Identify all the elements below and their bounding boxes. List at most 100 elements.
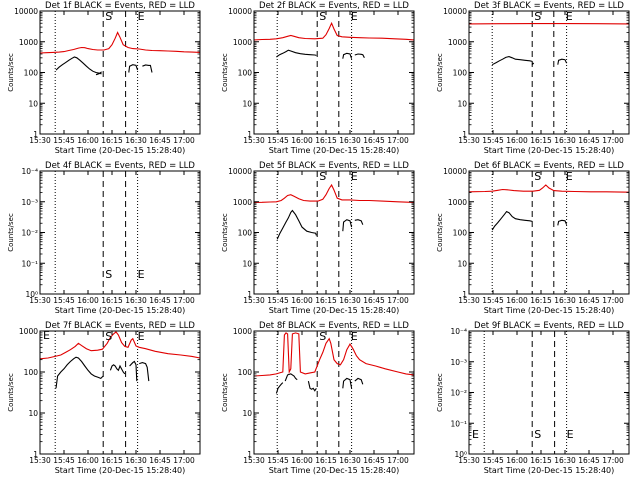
end-marker: E [138,330,145,343]
y-tick-label: 100 [453,69,468,78]
x-tick-label: 16:15 [530,136,552,145]
plot-frame [469,331,629,454]
start-marker: S [319,330,326,343]
x-tick-label: 15:30 [29,136,51,145]
x-tick-label: 16:15 [530,456,552,465]
plot-frame [469,171,629,294]
x-tick-label: 15:45 [482,136,504,145]
panel-title: Det 3f BLACK = Events, RED = LLD [474,1,624,11]
x-tick-label: 15:30 [458,296,480,305]
lld-series-line [254,333,414,376]
panel-title: Det 5f BLACK = Events, RED = LLD [259,161,409,171]
events-series-line [355,220,363,225]
y-tick-label: 10⁻¹ [450,419,467,428]
x-axis-label: Start Time (20-Dec-15 15:28:40) [269,146,400,155]
events-series-line [355,54,365,58]
events-series-line [56,57,102,74]
lld-series-line [469,185,629,192]
x-tick-label: 16:15 [101,136,123,145]
y-tick-label: 10 [242,409,252,418]
lld-series-line [254,23,414,40]
x-tick-label: 15:45 [53,456,75,465]
y-tick-label: 1000 [233,198,252,207]
events-series-line [343,220,352,232]
end-marker: E [566,10,573,23]
end-marker: E [351,170,358,183]
y-tick-label: 10⁻⁴ [450,327,467,336]
x-tick-label: 16:45 [578,296,600,305]
panel-title: Det 4f BLACK = Events, RED = LLD [45,161,195,171]
x-tick-label: 16:45 [578,456,600,465]
panel-4: Det 4f BLACK = Events, RED = LLDCounts/s… [7,161,200,315]
x-tick-label: 16:00 [291,456,313,465]
start-marker: S [105,10,112,23]
y-tick-label: 10000 [228,167,252,176]
y-axis-label: Counts/sec [7,53,15,92]
x-tick-label: 16:00 [291,296,313,305]
y-tick-label: 1000 [19,327,38,336]
x-axis-label: Start Time (20-Dec-15 15:28:40) [55,306,186,315]
y-tick-label: 100 [238,368,253,377]
x-axis-label: Start Time (20-Dec-15 15:28:40) [55,146,186,155]
events-series-line [110,365,124,374]
x-tick-label: 16:00 [77,456,99,465]
x-tick-label: 16:45 [363,456,385,465]
y-tick-label: 10⁻⁴ [21,167,38,176]
start-marker: S [534,10,541,23]
x-tick-label: 17:00 [387,296,409,305]
y-tick-label: 10⁻¹ [21,259,38,268]
x-tick-label: 16:15 [101,296,123,305]
panel-9: Det 9f BLACK = Events, RED = LLDCounts/s… [436,321,629,475]
x-tick-label: 16:00 [506,136,528,145]
y-tick-label: 10 [457,99,467,108]
x-tick-label: 16:15 [101,456,123,465]
panel-3: Det 3f BLACK = Events, RED = LLDCounts/s… [436,1,629,155]
x-tick-label: 16:15 [315,296,337,305]
events-series-line [558,59,567,64]
start-marker: S [319,170,326,183]
x-tick-label: 15:30 [243,136,265,145]
start-marker: S [534,170,541,183]
x-axis-label: Start Time (20-Dec-15 15:28:40) [269,466,400,475]
panel-8: Det 8f BLACK = Events, RED = LLDCounts/s… [221,321,414,475]
plot-frame [40,171,200,294]
x-tick-label: 15:45 [267,136,289,145]
x-tick-label: 17:00 [602,136,624,145]
x-tick-label: 16:30 [554,136,576,145]
events-series-line [139,363,149,382]
y-tick-label: 10⁻² [21,229,38,238]
plot-frame [254,331,414,454]
events-series-line [343,53,352,58]
x-tick-label: 16:30 [339,456,361,465]
y-tick-label: 100 [238,69,253,78]
end-marker: E [138,268,145,281]
y-tick-label: 100 [238,229,253,238]
panel-title: Det 7f BLACK = Events, RED = LLD [45,321,195,331]
x-tick-label: 15:30 [29,296,51,305]
panel-1: Det 1f BLACK = Events, RED = LLDCounts/s… [7,1,200,155]
y-tick-label: 100 [24,69,39,78]
x-tick-label: 16:00 [506,456,528,465]
x-tick-label: 16:30 [125,456,147,465]
x-axis-label: Start Time (20-Dec-15 15:28:40) [484,146,615,155]
x-tick-label: 17:00 [387,456,409,465]
x-tick-label: 16:00 [291,136,313,145]
plot-frame [40,11,200,134]
panel-title: Det 8f BLACK = Events, RED = LLD [259,321,409,331]
x-tick-label: 15:45 [267,456,289,465]
y-tick-label: 100 [24,368,39,377]
events-series-line [558,220,567,225]
x-tick-label: 16:15 [315,456,337,465]
x-tick-label: 16:45 [149,456,171,465]
end-marker: E [472,428,479,441]
panel-2: Det 2f BLACK = Events, RED = LLDCounts/s… [221,1,414,155]
events-series-line [129,65,138,73]
x-tick-label: 16:15 [530,296,552,305]
x-tick-label: 16:30 [554,296,576,305]
x-tick-label: 16:00 [77,136,99,145]
lld-series-line [40,332,200,359]
x-tick-label: 15:45 [267,296,289,305]
x-tick-label: 16:45 [363,136,385,145]
panel-6: Det 6f BLACK = Events, RED = LLDCounts/s… [436,161,629,315]
